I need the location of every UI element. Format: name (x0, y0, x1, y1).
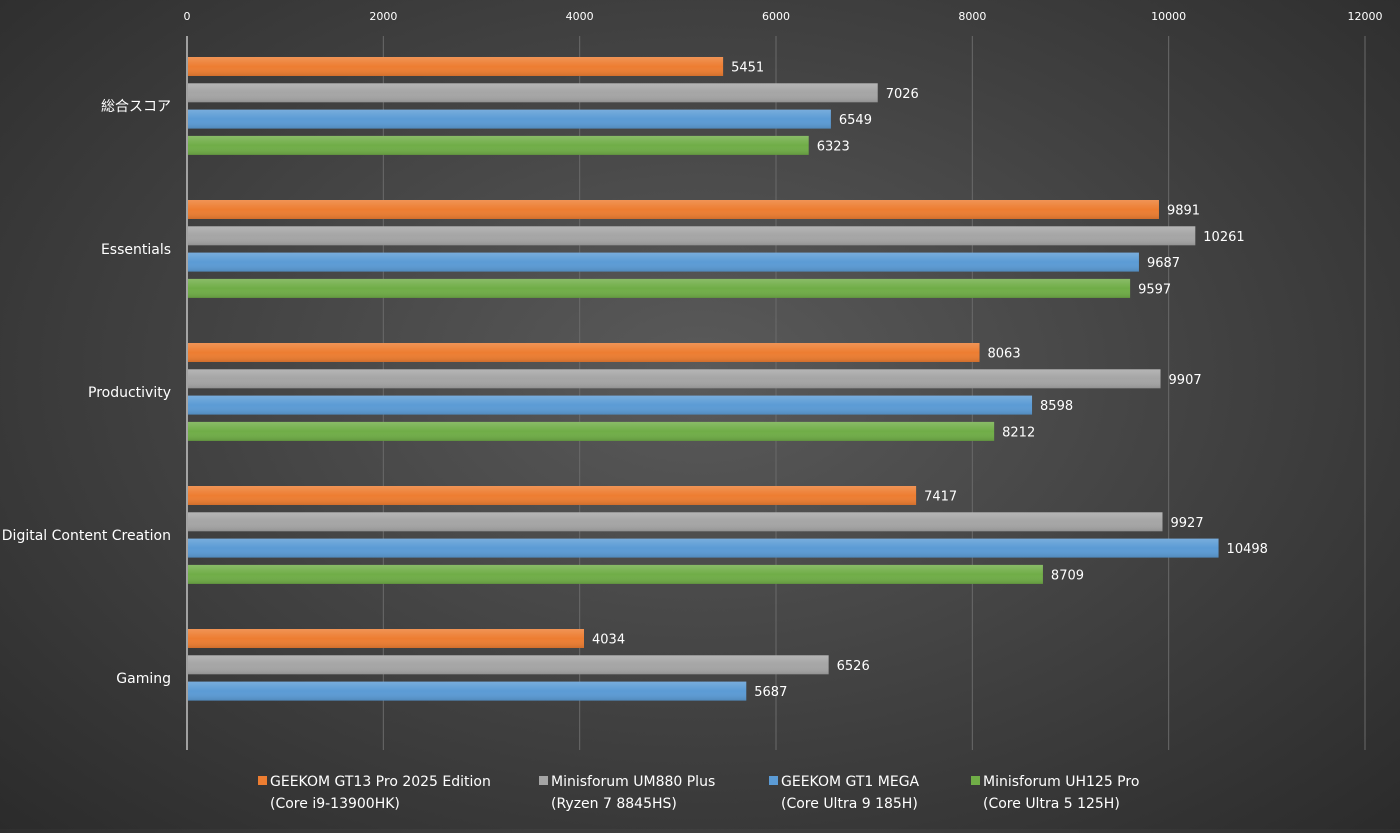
bar-shade (188, 57, 724, 76)
legend-sublabel: (Core i9-13900HK) (270, 796, 400, 812)
data-label: 9927 (1171, 516, 1204, 531)
bar-shade (188, 83, 878, 103)
data-label: 10261 (1203, 230, 1244, 245)
data-label: 8212 (1002, 425, 1035, 440)
x-tick-label: 10000 (1151, 10, 1186, 23)
data-label: 6549 (839, 113, 872, 128)
bar-shade (188, 135, 809, 155)
bar-shade (188, 109, 831, 129)
data-label: 6526 (837, 659, 870, 674)
legend-label: Minisforum UM880 Plus (551, 774, 715, 790)
x-tick-label: 6000 (762, 10, 790, 23)
bar-shade (188, 538, 1219, 558)
x-tick-label: 2000 (369, 10, 397, 23)
bar-shade (188, 512, 1163, 532)
bar-shade (188, 200, 1159, 219)
legend-label: Minisforum UH125 Pro (983, 774, 1139, 790)
data-label: 5687 (754, 685, 787, 700)
category-label: 総合スコア (101, 99, 171, 115)
legend-label: GEEKOM GT13 Pro 2025 Edition (270, 774, 491, 790)
x-tick-label: 4000 (566, 10, 594, 23)
data-label: 4034 (592, 633, 625, 648)
x-tick-label: 8000 (958, 10, 986, 23)
bar-shade (188, 278, 1131, 298)
bar-shade (188, 629, 585, 648)
bar-shade (188, 564, 1043, 584)
data-label: 8709 (1051, 568, 1084, 583)
data-label: 9907 (1169, 373, 1202, 388)
legend: GEEKOM GT13 Pro 2025 Edition (Core i9-139… (258, 774, 1139, 812)
bar-shade (188, 421, 995, 441)
bar-shade (188, 369, 1161, 389)
x-tick-label: 12000 (1348, 10, 1383, 23)
bar-shade (188, 681, 747, 701)
bars (188, 57, 1219, 701)
category-label: Gaming (116, 671, 171, 687)
category-label: Productivity (88, 385, 171, 401)
bar-shade (188, 343, 980, 362)
data-label: 8598 (1040, 399, 1073, 414)
bar-shade (188, 655, 829, 675)
data-label: 10498 (1227, 542, 1268, 557)
category-label: Essentials (101, 242, 171, 258)
x-tick-label: 0 (184, 10, 191, 23)
x-axis-ticks: 0 2000 4000 6000 8000 10000 12000 (184, 10, 1383, 23)
legend-swatch (971, 776, 980, 785)
data-label: 9687 (1147, 256, 1180, 271)
data-label: 7417 (924, 490, 957, 505)
legend-label: GEEKOM GT1 MEGA (781, 774, 920, 790)
category-label: Digital Content Creation (2, 528, 171, 544)
category-labels: 総合スコア Essentials Productivity Digital Conte… (2, 99, 171, 687)
data-label: 9597 (1138, 282, 1171, 297)
data-label: 9891 (1167, 204, 1200, 219)
legend-sublabel: (Core Ultra 5 125H) (983, 796, 1120, 812)
data-label: 5451 (731, 61, 764, 76)
legend-sublabel: (Ryzen 7 8845HS) (551, 796, 677, 812)
legend-swatch (258, 776, 267, 785)
legend-sublabel: (Core Ultra 9 185H) (781, 796, 918, 812)
bar-shade (188, 486, 917, 505)
data-label: 8063 (988, 347, 1021, 362)
bar-shade (188, 226, 1196, 246)
data-label: 6323 (817, 139, 850, 154)
data-label: 7026 (886, 87, 919, 102)
legend-swatch (539, 776, 548, 785)
bar-shade (188, 395, 1033, 415)
bar-shade (188, 252, 1139, 272)
legend-swatch (769, 776, 778, 785)
